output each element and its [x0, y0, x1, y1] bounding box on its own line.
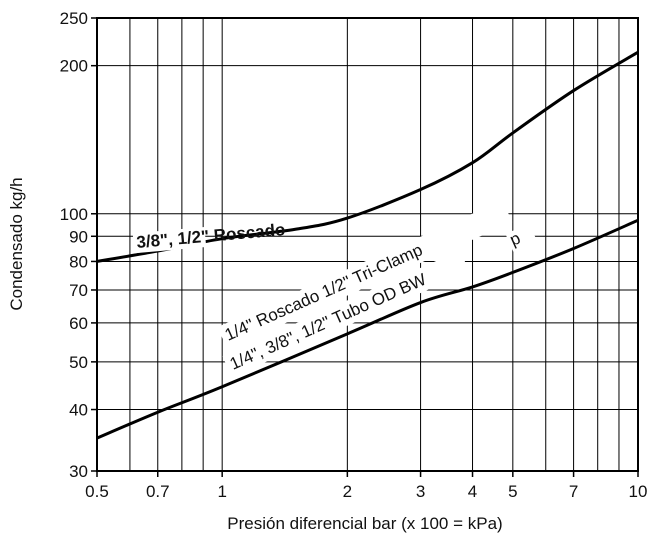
y-tick-label-1: 40 — [69, 401, 88, 420]
y-tick-label-6: 90 — [69, 227, 88, 246]
label-fragment: p — [505, 223, 538, 253]
x-tick-label-0: 0.5 — [85, 482, 109, 501]
label-upper-fraction: 3/8", 1/2" Roscado — [132, 220, 286, 254]
series-line-1 — [96, 218, 639, 440]
y-tick-label-7: 100 — [60, 205, 88, 224]
y-tick-label-8: 200 — [60, 57, 88, 76]
label-fragment-bg — [505, 223, 538, 253]
label-lower-1-bg — [217, 200, 513, 350]
y-tick-label-2: 50 — [69, 353, 88, 372]
y-axis-title: Condensado kg/h — [7, 177, 26, 310]
y-tick-label-9: 250 — [60, 9, 88, 28]
x-tick-label-5: 4 — [468, 482, 477, 501]
tick-labels: 0.5 0.7 1 2 3 4 5 7 10 30 40 50 60 70 80 90 100 200 250 — [60, 9, 648, 501]
x-tick-label-4: 3 — [416, 482, 425, 501]
y-tick-label-4: 70 — [69, 281, 88, 300]
y-tick-label-5: 80 — [69, 252, 88, 271]
x-tick-label-8: 10 — [629, 482, 648, 501]
x-tick-label-1: 0.7 — [146, 482, 170, 501]
x-tick-label-6: 5 — [508, 482, 517, 501]
label-lower-2-bg — [222, 250, 470, 378]
curve-labels: 3/8", 1/2" Roscado 1/4" Roscado 1/2" Tri… — [132, 200, 538, 378]
x-tick-label-3: 2 — [343, 482, 352, 501]
x-tick-label-2: 1 — [217, 482, 226, 501]
plot-frame — [96, 17, 639, 472]
y-tick-label-3: 60 — [69, 314, 88, 333]
y-tick-label-0: 30 — [69, 462, 88, 481]
label-upper-fraction-bg — [132, 227, 207, 254]
x-tick-label-7: 7 — [569, 482, 578, 501]
x-axis-title: Presión diferencial bar (x 100 = kPa) — [227, 514, 502, 533]
